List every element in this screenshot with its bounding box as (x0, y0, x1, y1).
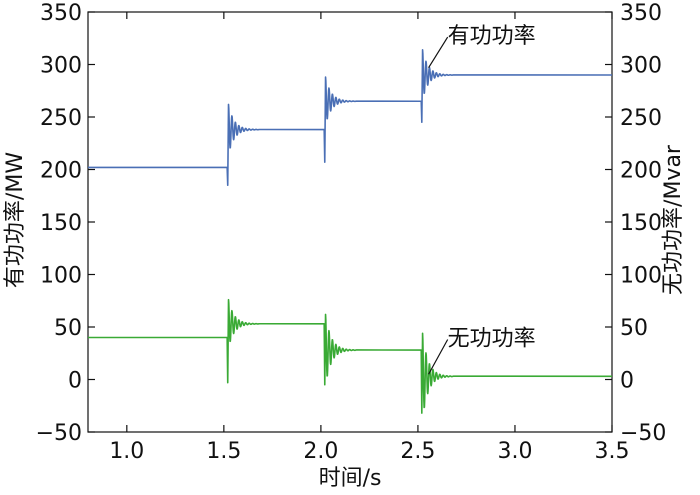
x-tick-label: 2.0 (303, 439, 338, 464)
y-tick-label-right: 250 (620, 106, 662, 131)
annotation-label: 有功功率 (448, 24, 536, 49)
annotation-pointer (428, 339, 449, 375)
y-tick-label-left: 50 (54, 316, 82, 341)
series-line-1 (88, 298, 613, 414)
y-tick-label-right: 300 (620, 54, 662, 79)
x-tick-label: 1.5 (206, 439, 241, 464)
y-tick-label-right: 350 (620, 1, 662, 26)
y-tick-label-left: 100 (40, 264, 82, 289)
chart-series (88, 49, 613, 414)
y-tick-label-right: 50 (620, 316, 648, 341)
y-tick-label-right: 0 (620, 369, 634, 394)
y-tick-label-right: 200 (620, 159, 662, 184)
y-tick-label-right: −50 (620, 421, 666, 446)
series-line-0 (88, 49, 613, 187)
x-tick-label: 3.5 (595, 439, 630, 464)
x-tick-label: 2.5 (400, 439, 435, 464)
y-tick-label-left: 300 (40, 54, 82, 79)
x-tick-label: 3.0 (497, 439, 532, 464)
y-axis-right-title: 无功功率/Mvar (661, 144, 686, 295)
y-tick-label-left: 0 (68, 369, 82, 394)
y-tick-label-left: −50 (36, 421, 82, 446)
x-axis-title: 时间/s (319, 466, 382, 491)
annotation-pointer (428, 36, 449, 68)
y-tick-label-left: 250 (40, 106, 82, 131)
y-tick-label-right: 100 (620, 264, 662, 289)
y-tick-label-left: 150 (40, 211, 82, 236)
y-tick-label-right: 150 (620, 211, 662, 236)
y-tick-label-left: 200 (40, 159, 82, 184)
y-axis-left-title: 有功功率/MW (3, 152, 28, 288)
x-tick-label: 1.0 (109, 439, 144, 464)
y-tick-label-left: 350 (40, 1, 82, 26)
annotation-label: 无功功率 (448, 327, 536, 352)
